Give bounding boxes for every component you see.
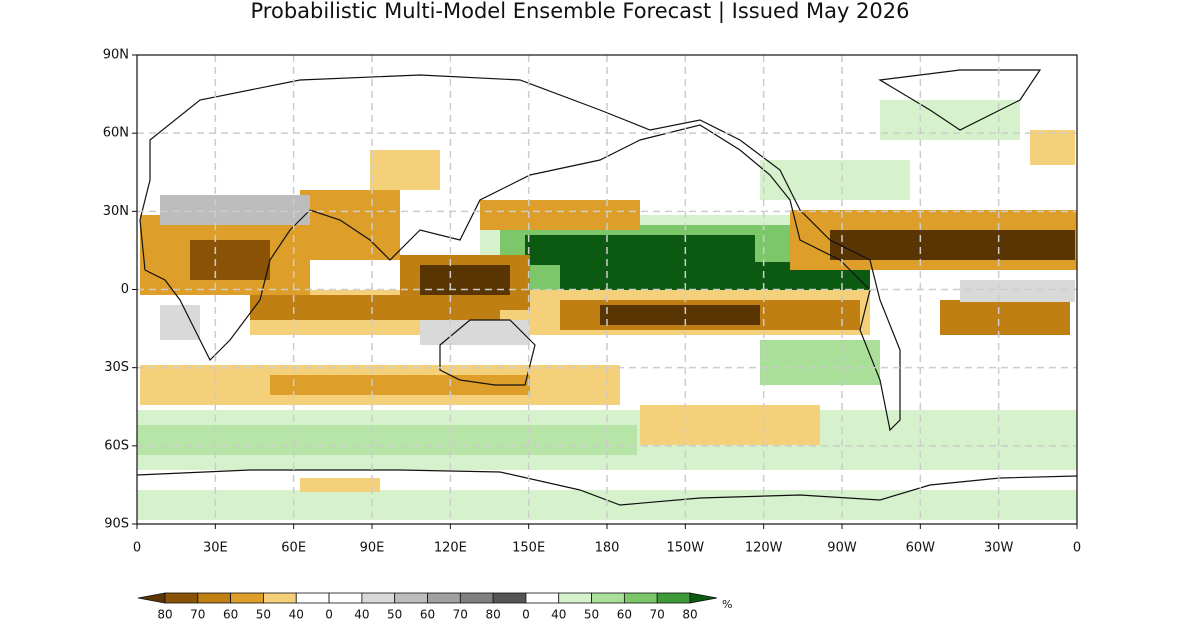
shade-sahara bbox=[160, 195, 310, 225]
coastline bbox=[439, 319, 536, 386]
colorbar: 80 70 60 50 40 0 40 50 60 70 80 0 40 50 60 70 80% bbox=[137, 592, 732, 622]
shade-east-pacific bbox=[760, 340, 880, 385]
colorbar-label: 0 bbox=[325, 608, 333, 622]
shade-south-pacific-midlat bbox=[640, 405, 820, 445]
colorbar-label: 70 bbox=[650, 608, 665, 622]
colorbar-swatch bbox=[394, 592, 428, 604]
colorbar-swatch bbox=[427, 592, 461, 604]
colorbar-label: 80 bbox=[157, 608, 172, 622]
colorbar-swatch bbox=[295, 592, 330, 604]
y-tick-label: 0 bbox=[121, 282, 129, 297]
colorbar-label: 80 bbox=[485, 608, 500, 622]
coastline bbox=[136, 469, 1078, 506]
x-tick-label: 60W bbox=[906, 541, 936, 556]
colorbar-swatch bbox=[558, 592, 592, 604]
y-tick-label: 90S bbox=[104, 517, 129, 532]
shade-europe bbox=[1030, 130, 1075, 165]
colorbar-label: 40 bbox=[551, 608, 566, 622]
x-tick-label: 90W bbox=[827, 541, 857, 556]
colorbar-label: 70 bbox=[190, 608, 205, 622]
map-title: Probabilistic Multi-Model Ensemble Forec… bbox=[251, 0, 910, 24]
shade-africa bbox=[190, 240, 270, 280]
colorbar-swatch bbox=[623, 592, 658, 604]
y-tick-label: 30N bbox=[103, 204, 129, 219]
shade-south-asia bbox=[300, 190, 400, 260]
shade-antarctic-coast bbox=[300, 478, 380, 492]
x-tick-label: 120E bbox=[434, 541, 467, 556]
colorbar-label: 60 bbox=[617, 608, 632, 622]
x-tick-label: 180 bbox=[595, 541, 620, 556]
colorbar-label: 80 bbox=[682, 608, 697, 622]
shade-pacific bbox=[525, 235, 755, 265]
coastlines bbox=[136, 69, 1078, 506]
colorbar-swatch bbox=[492, 592, 527, 604]
x-tick-label: 0 bbox=[1073, 541, 1081, 556]
colorbar-label: 0 bbox=[522, 608, 530, 622]
shade-north-pacific bbox=[480, 200, 640, 230]
colorbar-swatch bbox=[197, 592, 232, 604]
y-tick-label: 60N bbox=[103, 126, 129, 141]
y-tick-label: 30S bbox=[104, 360, 129, 375]
colorbar-unit: % bbox=[722, 598, 732, 611]
shade-equatorial-atlantic bbox=[960, 280, 1075, 302]
colorbar-swatch bbox=[591, 592, 625, 604]
colorbar-label: 60 bbox=[223, 608, 238, 622]
colorbar-swatch bbox=[361, 592, 396, 604]
x-tick-label: 0 bbox=[133, 541, 141, 556]
colorbar-end bbox=[689, 592, 718, 604]
colorbar-label: 50 bbox=[256, 608, 271, 622]
colorbar-label: 70 bbox=[453, 608, 468, 622]
colorbar-swatch bbox=[164, 592, 199, 604]
shade-australia bbox=[420, 320, 530, 345]
x-tick-label: 60E bbox=[281, 541, 306, 556]
colorbar-label: 40 bbox=[289, 608, 304, 622]
colorbar-end bbox=[137, 592, 166, 604]
shade-south-ocean bbox=[137, 425, 637, 455]
shade-south-africa bbox=[160, 305, 200, 340]
colorbar-label: 50 bbox=[584, 608, 599, 622]
y-tick-label: 60S bbox=[104, 438, 129, 453]
colorbar-swatch bbox=[656, 592, 691, 604]
shade-north-america bbox=[760, 160, 910, 200]
colorbar-swatch bbox=[525, 592, 560, 604]
colorbar-swatch bbox=[328, 592, 363, 604]
colorbar-swatch bbox=[230, 592, 264, 604]
x-tick-label: 30E bbox=[203, 541, 228, 556]
colorbar-label: 60 bbox=[420, 608, 435, 622]
y-tick-label: 90N bbox=[103, 48, 129, 63]
shade-south-midlat bbox=[270, 375, 530, 395]
shade-asia bbox=[370, 150, 440, 190]
coastline bbox=[878, 69, 1042, 131]
coastline bbox=[139, 74, 901, 432]
x-tick-label: 150E bbox=[512, 541, 545, 556]
shade-south-pacific bbox=[600, 305, 760, 325]
colorbar-swatch bbox=[459, 592, 494, 604]
shade-atlantic bbox=[830, 230, 1075, 260]
x-tick-label: 150W bbox=[666, 541, 704, 556]
x-tick-label: 120W bbox=[745, 541, 783, 556]
shade-indonesia bbox=[420, 265, 510, 295]
colorbar-swatch bbox=[263, 592, 297, 604]
x-tick-label: 90E bbox=[360, 541, 385, 556]
colorbar-label: 40 bbox=[354, 608, 369, 622]
shade-arctic bbox=[880, 100, 1020, 140]
x-tick-label: 30W bbox=[984, 541, 1014, 556]
colorbar-label: 50 bbox=[387, 608, 402, 622]
shade-south-atlantic bbox=[940, 300, 1070, 335]
